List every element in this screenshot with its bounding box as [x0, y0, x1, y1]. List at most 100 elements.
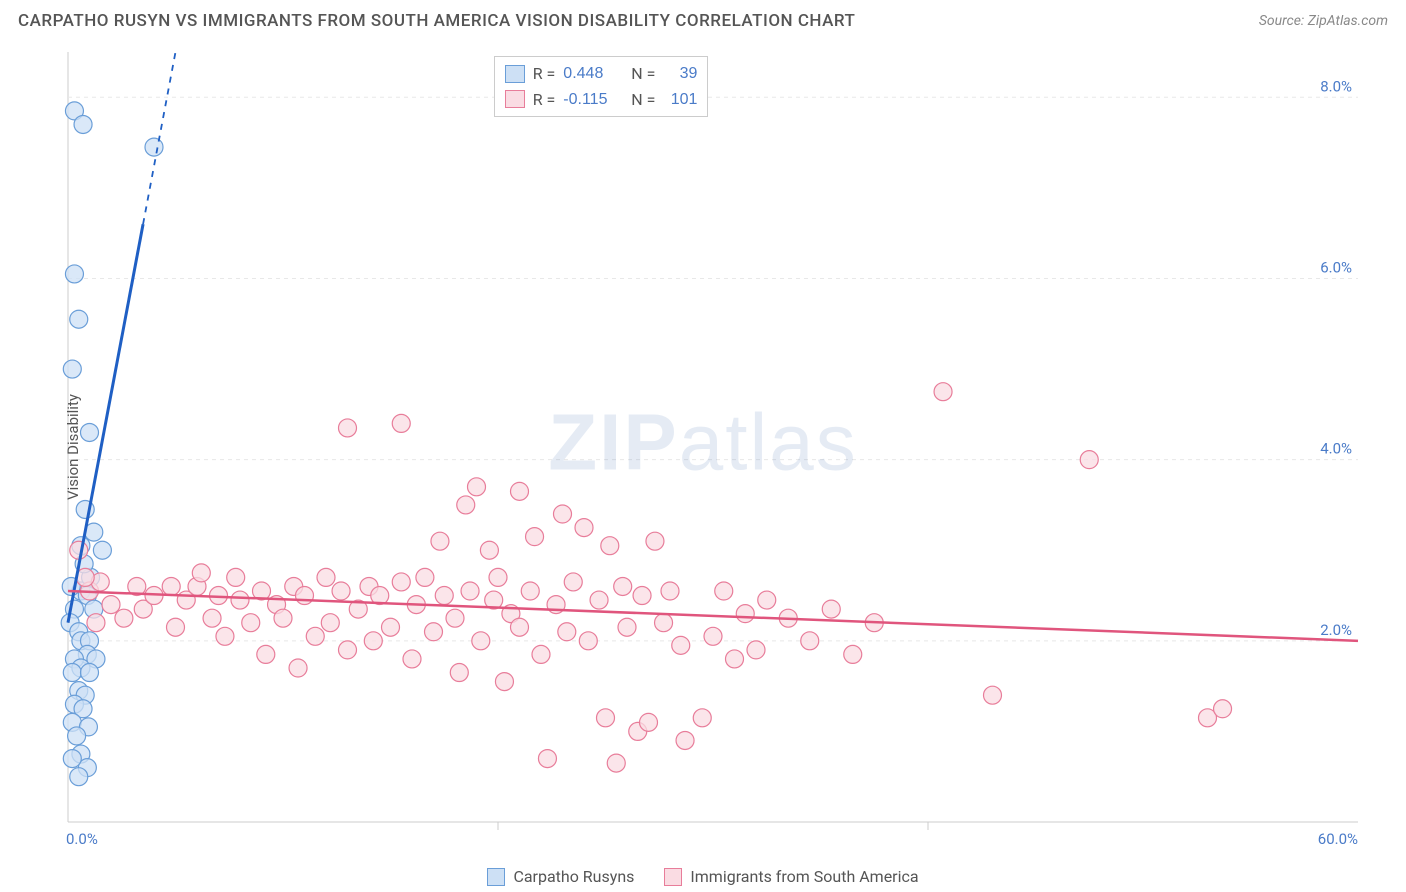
data-point — [661, 582, 679, 600]
series-legend: Carpatho Rusyns Immigrants from South Ame… — [0, 867, 1406, 886]
data-point — [676, 731, 694, 749]
data-point — [364, 632, 382, 650]
stat-n-value: 39 — [663, 61, 697, 87]
data-point — [382, 618, 400, 636]
data-point — [450, 664, 468, 682]
data-point — [63, 664, 81, 682]
data-point — [489, 568, 507, 586]
data-point — [416, 568, 434, 586]
data-point — [392, 414, 410, 432]
y-tick-label: 2.0% — [1320, 621, 1352, 639]
data-point — [216, 627, 234, 645]
data-point — [693, 709, 711, 727]
stats-legend: R = 0.448 N = 39R = -0.115 N = 101 — [494, 56, 709, 117]
data-point — [274, 609, 292, 627]
data-point — [192, 564, 210, 582]
data-point — [93, 541, 111, 559]
data-point — [472, 632, 490, 650]
data-point — [801, 632, 819, 650]
data-point — [63, 750, 81, 768]
data-point — [242, 614, 260, 632]
data-point — [339, 641, 357, 659]
data-point — [74, 115, 92, 133]
data-point — [538, 750, 556, 768]
data-point — [70, 768, 88, 786]
data-point — [521, 582, 539, 600]
data-point — [392, 573, 410, 591]
data-point — [87, 614, 105, 632]
data-point — [403, 650, 421, 668]
stat-n-label: N = — [623, 87, 655, 113]
data-point — [480, 541, 498, 559]
legend-swatch — [487, 868, 505, 886]
stat-n-label: N = — [623, 61, 655, 87]
data-point — [435, 587, 453, 605]
data-point — [203, 609, 221, 627]
stat-n-value: 101 — [663, 87, 697, 113]
data-point — [526, 528, 544, 546]
data-point — [590, 591, 608, 609]
x-corner-max: 60.0% — [1318, 830, 1358, 848]
legend-item: Carpatho Rusyns — [487, 867, 634, 886]
data-point — [63, 360, 81, 378]
data-point — [339, 419, 357, 437]
data-point — [289, 659, 307, 677]
data-point — [317, 568, 335, 586]
data-point — [984, 686, 1002, 704]
source-label: Source: ZipAtlas.com — [1259, 13, 1388, 29]
data-point — [115, 609, 133, 627]
data-point — [934, 383, 952, 401]
data-point — [306, 627, 324, 645]
data-point — [296, 587, 314, 605]
data-point — [446, 609, 464, 627]
data-point — [231, 591, 249, 609]
data-point — [321, 614, 339, 632]
data-point — [704, 627, 722, 645]
data-point — [227, 568, 245, 586]
data-point — [646, 532, 664, 550]
legend-label: Immigrants from South America — [690, 867, 918, 886]
data-point — [68, 727, 86, 745]
data-point — [614, 577, 632, 595]
data-point — [70, 541, 88, 559]
data-point — [758, 591, 776, 609]
data-point — [257, 645, 275, 663]
data-point — [468, 478, 486, 496]
data-point — [601, 537, 619, 555]
data-point — [1080, 451, 1098, 469]
data-point — [747, 641, 765, 659]
legend-swatch — [505, 90, 525, 108]
data-point — [532, 645, 550, 663]
data-point — [162, 577, 180, 595]
legend-label: Carpatho Rusyns — [513, 867, 634, 886]
y-tick-label: 6.0% — [1320, 258, 1352, 276]
data-point — [461, 582, 479, 600]
stat-r-value: 0.448 — [563, 61, 615, 87]
data-point — [640, 713, 658, 731]
chart-title: CARPATHO RUSYN VS IMMIGRANTS FROM SOUTH … — [18, 11, 855, 31]
stat-r-label: R = — [533, 61, 556, 87]
stats-legend-row: R = 0.448 N = 39 — [505, 61, 698, 87]
data-point — [511, 618, 529, 636]
data-point — [575, 519, 593, 537]
y-axis-label: Vision Disability — [64, 394, 82, 500]
scatter-chart: 2.0%4.0%6.0%8.0%0.0%60.0% — [18, 42, 1388, 852]
data-point — [1214, 700, 1232, 718]
stats-legend-row: R = -0.115 N = 101 — [505, 87, 698, 113]
data-point — [655, 614, 673, 632]
data-point — [431, 532, 449, 550]
data-point — [81, 664, 99, 682]
stat-r-label: R = — [533, 87, 556, 113]
data-point — [457, 496, 475, 514]
data-point — [618, 618, 636, 636]
x-corner-min: 0.0% — [66, 830, 98, 848]
data-point — [425, 623, 443, 641]
data-point — [672, 636, 690, 654]
data-point — [81, 423, 99, 441]
data-point — [564, 573, 582, 591]
data-point — [726, 650, 744, 668]
data-point — [597, 709, 615, 727]
data-point — [511, 482, 529, 500]
data-point — [495, 673, 513, 691]
data-point — [65, 265, 83, 283]
